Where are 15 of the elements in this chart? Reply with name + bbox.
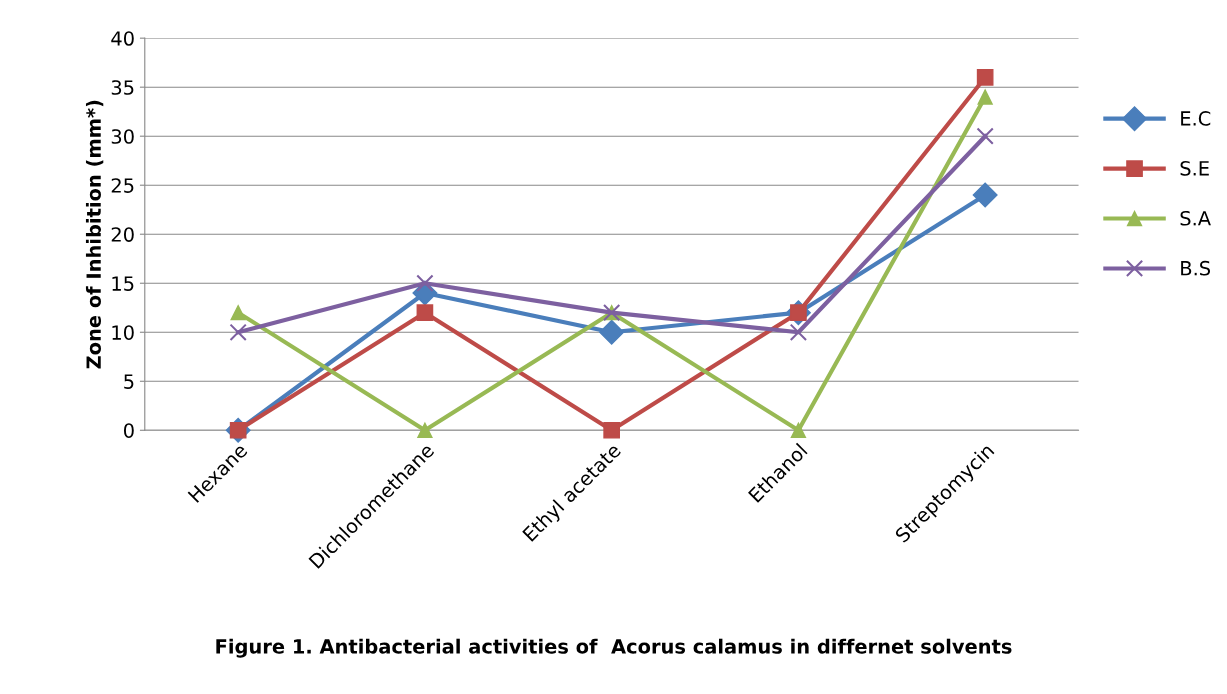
y-tick-label: 30 [111,129,134,144]
legend-label: E.C [1181,111,1211,126]
y-tick-label: 10 [112,325,134,340]
y-tick-label: 40 [111,31,134,46]
y-tick-label: 35 [111,80,134,95]
y-tick-label: 20 [111,227,134,242]
y-tick-label: 0 [123,423,134,438]
legend-label: S.A [1180,210,1211,226]
y-axis-title: Zone of Inhibition (mm*) [85,100,104,369]
legend-label: S.E [1180,160,1209,176]
y-tick-label: 25 [111,178,134,193]
text: Figure 1. Antibacterial activities of Acorus calamus in differnet solvents [216,638,1012,658]
legend-label: B.S [1181,260,1211,276]
y-tick-label: 15 [112,276,134,291]
y-tick-label: 5 [124,374,134,389]
